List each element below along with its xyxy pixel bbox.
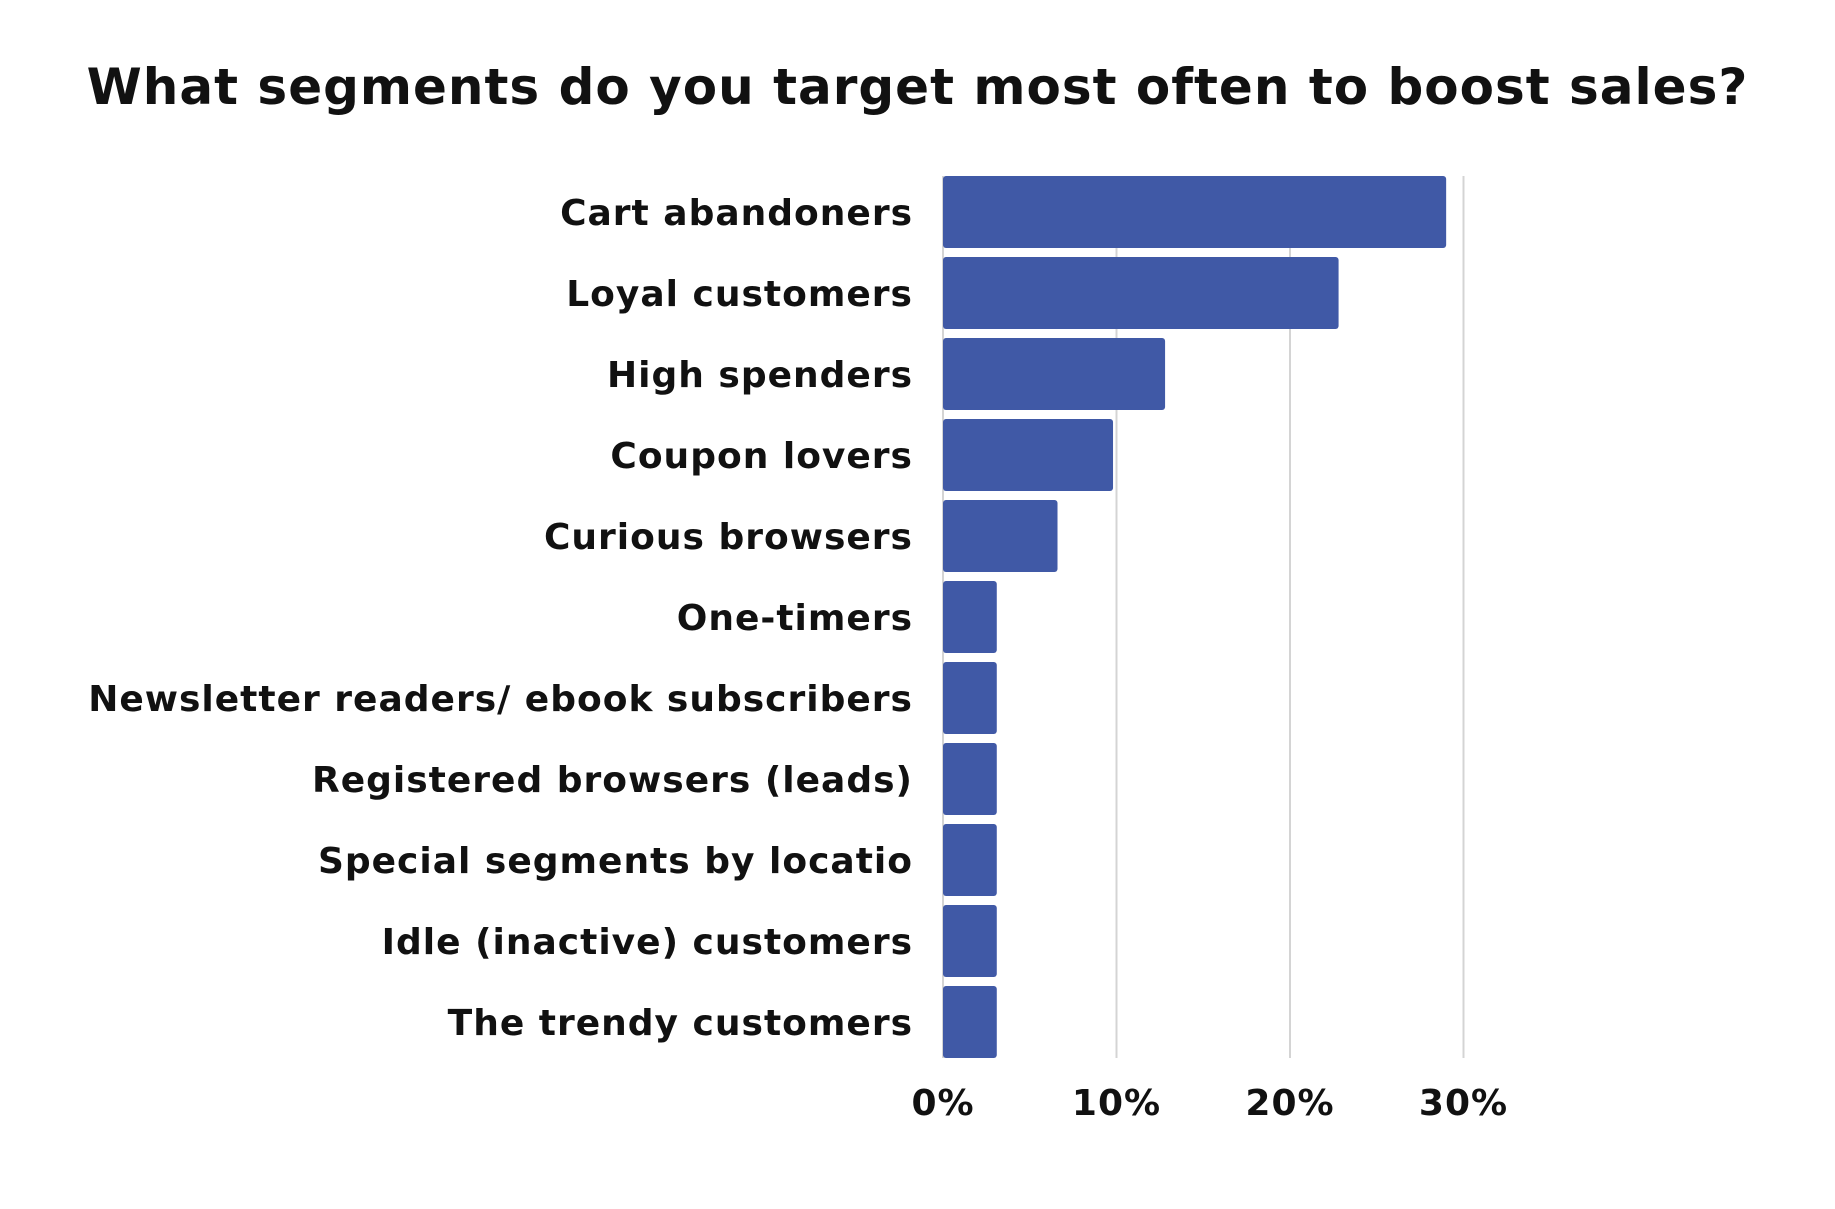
bar: [943, 338, 1166, 410]
x-tick-label: 10%: [1072, 1083, 1161, 1124]
x-tick-label: 20%: [1245, 1083, 1334, 1124]
bar: [943, 257, 1339, 329]
category-labels: Cart abandoners Loyal customers High spend…: [88, 193, 913, 1044]
bar: [943, 419, 1114, 491]
category-label: The trendy customers: [448, 1003, 913, 1044]
bar: [943, 176, 1447, 248]
x-tick-label: 30%: [1419, 1083, 1508, 1124]
bar: [943, 743, 997, 815]
category-label: High spenders: [607, 355, 913, 396]
category-label: Loyal customers: [566, 274, 913, 315]
chart-title: What segments do you target most often t…: [86, 58, 1749, 116]
bar: [943, 662, 997, 734]
category-label: Curious browsers: [544, 517, 913, 558]
category-label: Registered browsers (leads): [312, 760, 913, 801]
x-tick-label: 0%: [911, 1083, 974, 1124]
bars: [943, 176, 1447, 1058]
category-label: Special segments by locatio: [318, 841, 913, 882]
category-label: Coupon lovers: [610, 436, 913, 477]
bar: [943, 905, 997, 977]
x-tick-labels: 0% 10% 20% 30%: [911, 1083, 1508, 1124]
category-label: Newsletter readers/ ebook subscribers: [88, 679, 913, 720]
bar: [943, 581, 997, 653]
bar: [943, 986, 997, 1058]
category-label: Cart abandoners: [560, 193, 913, 234]
category-label: One-timers: [677, 598, 913, 639]
bar: [943, 824, 997, 896]
category-label: Idle (inactive) customers: [382, 922, 913, 963]
bar: [943, 500, 1058, 572]
